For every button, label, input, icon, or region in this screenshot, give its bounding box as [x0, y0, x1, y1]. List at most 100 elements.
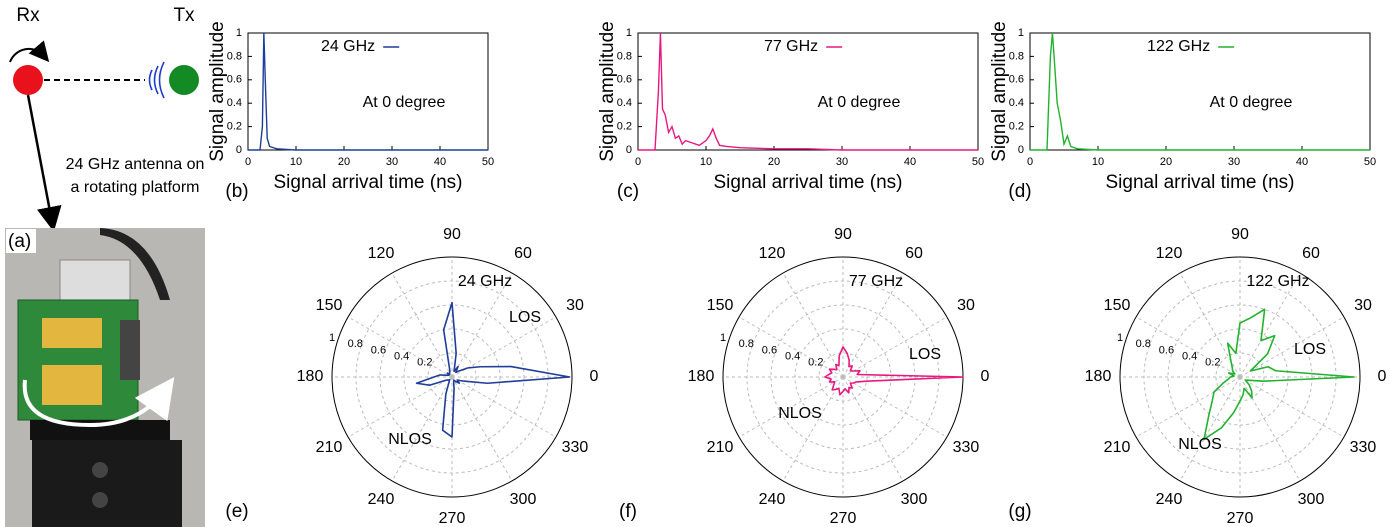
r-tick-label: 0.4	[785, 350, 800, 362]
theta-tick-label: 210	[316, 439, 343, 456]
polar-series	[415, 301, 571, 438]
y-axis-label: Signal amplitude	[597, 21, 618, 161]
x-tick-label: 20	[1160, 156, 1172, 168]
x-tick-label: 10	[1092, 156, 1104, 168]
grid-spoke	[451, 272, 513, 378]
annotation: NLOS	[388, 431, 432, 448]
annotation: 24 GHz	[458, 273, 512, 290]
x-tick-label: 40	[1296, 156, 1308, 168]
theta-tick-label: 300	[510, 491, 537, 508]
theta-tick-label: 150	[316, 297, 343, 314]
panel-label: (g)	[1008, 501, 1031, 522]
annotation: At 0 degree	[1210, 94, 1293, 111]
theta-tick-label: 180	[688, 368, 715, 385]
theta-tick-label: 150	[1104, 297, 1131, 314]
annotation: 77 GHz	[849, 273, 903, 290]
grid-spoke	[1239, 376, 1301, 482]
y-tick-label: 0.6	[1009, 74, 1024, 86]
theta-tick-label: 0	[590, 368, 599, 385]
r-tick-label: 0.4	[394, 350, 409, 362]
y-tick-label: 0	[1018, 144, 1024, 156]
panel-label: (e)	[225, 501, 248, 522]
theta-tick-label: 210	[707, 439, 734, 456]
y-tick-label: 1	[1018, 27, 1024, 39]
rx-label: Rx	[16, 5, 40, 26]
x-tick-label: 0	[245, 156, 251, 168]
theta-tick-label: 330	[562, 439, 589, 456]
theta-tick-label: 330	[953, 439, 980, 456]
grid-spoke	[738, 316, 844, 378]
screw	[92, 492, 108, 508]
theta-tick-label: 240	[368, 491, 395, 508]
grid-spoke	[842, 376, 904, 482]
x-tick-label: 20	[768, 156, 780, 168]
theta-tick-label: 120	[759, 245, 786, 262]
r-tick-label: 1	[329, 332, 335, 344]
grid-spoke	[782, 272, 844, 378]
theta-tick-label: 30	[566, 297, 584, 314]
x-tick-label: 30	[1228, 156, 1240, 168]
legend-label: 77 GHz	[764, 38, 818, 55]
rotation-arrow	[9, 40, 50, 63]
plot-frame	[637, 32, 979, 151]
x-tick-label: 0	[1027, 156, 1033, 168]
annotation: LOS	[509, 309, 541, 326]
grid-spoke	[451, 316, 557, 378]
grid-spoke	[842, 376, 948, 438]
polar-series	[1203, 308, 1355, 441]
y-axis-label: Signal amplitude	[207, 21, 228, 161]
y-tick-label: 0.8	[1009, 50, 1024, 62]
grid-spoke	[1135, 376, 1241, 438]
y-tick-label: 0.6	[227, 74, 242, 86]
x-axis-label: Signal arrival time (ns)	[714, 172, 903, 193]
x-axis-label: Signal arrival time (ns)	[274, 172, 463, 193]
y-tick-label: 0	[236, 144, 242, 156]
series-line	[248, 32, 488, 151]
legend-label: 24 GHz	[321, 38, 375, 55]
polar-frame	[1119, 256, 1361, 498]
grid-spoke	[451, 376, 557, 438]
x-tick-label: 0	[635, 156, 641, 168]
grid-spoke	[1239, 316, 1345, 378]
grid-spoke	[347, 376, 453, 438]
r-tick-label: 0.2	[417, 357, 432, 369]
polar-frame	[331, 256, 573, 498]
theta-tick-label: 120	[368, 245, 395, 262]
x-tick-label: 20	[338, 156, 350, 168]
grid-spoke	[391, 272, 453, 378]
y-tick-label: 0.4	[1009, 97, 1024, 109]
annotation: 122 GHz	[1246, 273, 1309, 290]
annotation: At 0 degree	[818, 94, 901, 111]
y-tick-label: 0.2	[1009, 121, 1024, 133]
schematic: Rx Tx 24 GHz antenna on a rotating platf…	[5, 5, 205, 527]
y-tick-label: 0.8	[617, 50, 632, 62]
tx-label: Tx	[173, 5, 195, 26]
label-bg	[6, 229, 36, 253]
theta-tick-label: 60	[514, 245, 532, 262]
annotation: NLOS	[778, 405, 822, 422]
legend-label: 122 GHz	[1147, 38, 1210, 55]
grid-spoke	[738, 376, 844, 438]
motor	[32, 440, 182, 527]
y-tick-label: 0.6	[617, 74, 632, 86]
panel-label: (b)	[225, 181, 248, 202]
annotation: LOS	[1294, 341, 1326, 358]
y-tick-label: 1	[626, 27, 632, 39]
r-tick-label: 1	[1117, 332, 1123, 344]
theta-tick-label: 270	[439, 510, 466, 527]
theta-tick-label: 300	[1298, 491, 1325, 508]
theta-tick-label: 270	[830, 510, 857, 527]
theta-tick-label: 60	[905, 245, 923, 262]
y-tick-label: 0.8	[227, 50, 242, 62]
x-tick-label: 10	[700, 156, 712, 168]
y-tick-label: 0.4	[227, 97, 242, 109]
pointer-arrow	[26, 94, 62, 232]
theta-tick-label: 180	[1085, 368, 1112, 385]
y-tick-label: 0.4	[617, 97, 632, 109]
cable	[100, 228, 170, 300]
r-tick-label: 0.8	[1136, 338, 1151, 350]
caption: 24 GHz antenna on	[66, 156, 205, 173]
x-tick-label: 30	[836, 156, 848, 168]
theta-tick-label: 90	[1231, 226, 1249, 243]
